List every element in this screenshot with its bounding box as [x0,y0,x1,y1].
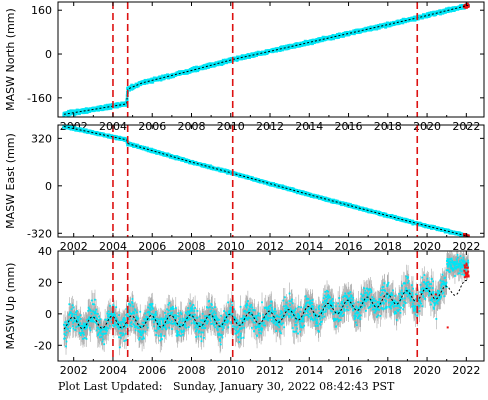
panel-east-frame [57,124,485,238]
data-point [151,80,155,84]
data-point [284,47,288,51]
x-tick-label: 2006 [138,240,166,253]
east-model-line [63,126,469,237]
recent-point [466,234,470,237]
data-point [125,103,129,107]
north-model-line [63,4,469,115]
east-data-points [62,125,470,237]
data-point [136,84,140,88]
panel-north-frame [57,1,485,118]
panel-north-plot-area [62,2,470,117]
x-tick-label: 2020 [413,240,441,253]
data-point [85,110,89,114]
data-point [109,106,113,110]
panel-up-plot-area [62,251,470,356]
data-point [229,59,233,63]
x-tick-label: 2018 [374,240,402,253]
x-tick-label: 2014 [295,240,323,253]
panel-east: 2002 2004 2006 2008 2010 2012 2014 2016 2018 2020… [4,124,485,253]
y-axis-title: MASW East (mm) [4,133,17,229]
up-error-bars [63,251,469,356]
x-tick-label: 2016 [335,240,363,253]
x-tick-label: 2022 [452,240,480,253]
x-tick-label: 2002 [60,240,88,253]
x-tick-label: 2010 [217,240,245,253]
y-axis-title: MASW North (mm) [4,8,17,111]
y-tick-label: 0 [45,48,52,61]
panel-east-plot-area [62,125,470,237]
y-tick-label: -160 [27,92,52,105]
y-tick-label: 320 [31,132,52,145]
x-tick-label: 2008 [177,240,205,253]
panel-up: 2002 2004 2006 2008 2010 2012 2014 2016 2018 2020… [4,245,485,377]
y-tick-label: -320 [27,227,52,240]
data-point [88,109,92,113]
data-point [384,25,388,29]
x-tick-label: 2012 [256,240,284,253]
x-tick-label: 2004 [99,240,127,253]
y-tick-label: 160 [31,4,52,17]
y-tick-label: 0 [45,180,52,193]
data-point [192,66,196,70]
panel-north: 2002200420062008201020122014201620182020… [4,1,485,133]
